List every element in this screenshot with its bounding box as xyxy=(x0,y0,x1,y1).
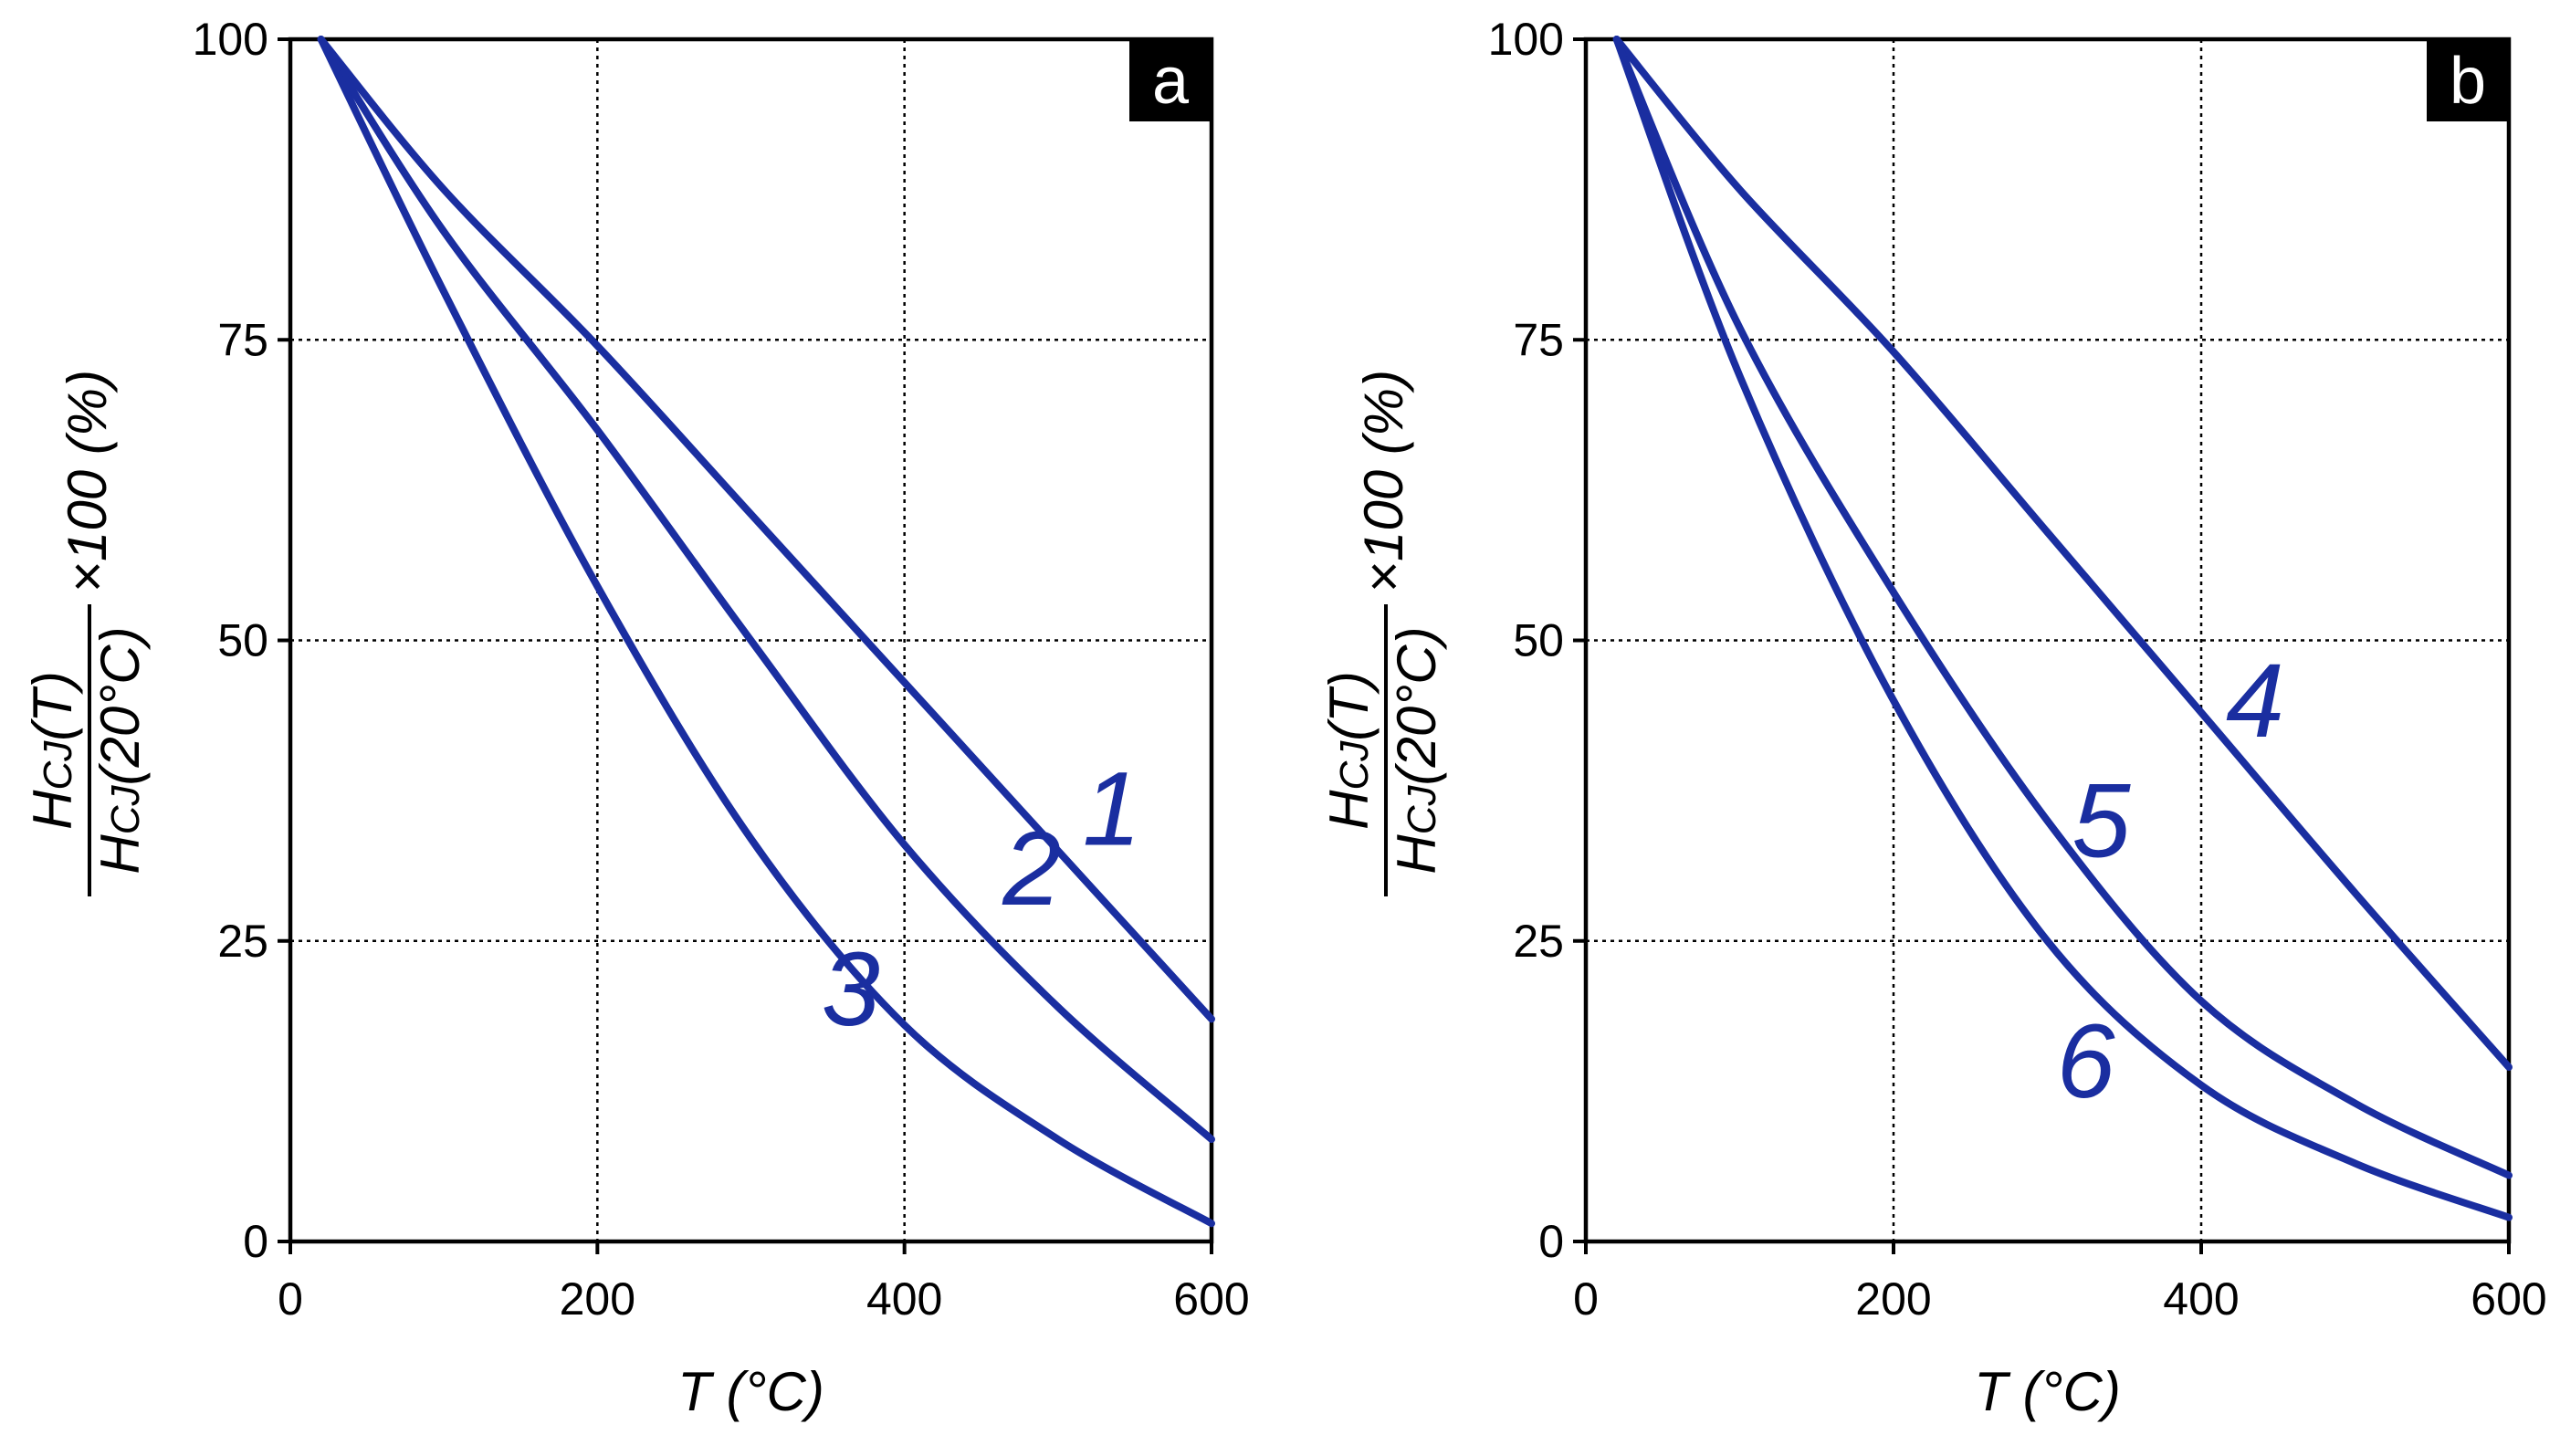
x-tick-label: 400 xyxy=(866,1273,942,1325)
series-line-1 xyxy=(317,36,1215,1023)
curve-label-2: 2 xyxy=(1002,811,1061,927)
curve-label-5: 5 xyxy=(2072,763,2131,880)
y-title-suffix: ×100 (%) xyxy=(57,370,118,593)
y-title-numerator: HCJ(T) xyxy=(1318,671,1380,830)
panel-tag-background xyxy=(1129,39,1212,121)
y-tick-label: 50 xyxy=(217,615,268,666)
series-line-4 xyxy=(1612,36,2513,1072)
y-title-num-main: H xyxy=(22,790,83,830)
y-title-den-arg: (20°C) xyxy=(89,626,151,785)
curve-label-3: 3 xyxy=(822,931,880,1048)
y-title-denominator: HCJ(20°C) xyxy=(1386,626,1447,874)
x-axis-title: T (°C) xyxy=(1974,1361,2121,1422)
y-title-denominator: HCJ(20°C) xyxy=(89,626,151,874)
y-tick-label: 25 xyxy=(1513,916,1564,967)
y-title-den-main: H xyxy=(89,834,151,875)
x-tick-label: 0 xyxy=(1573,1273,1599,1325)
panel-tag-background xyxy=(2427,39,2509,121)
y-tick-label: 100 xyxy=(193,14,268,65)
y-title-den-arg: (20°C) xyxy=(1386,626,1447,785)
x-tick-label: 200 xyxy=(560,1273,635,1325)
x-tick-label: 200 xyxy=(1855,1273,1931,1325)
y-tick-label: 50 xyxy=(1513,615,1564,666)
x-tick-label: 600 xyxy=(1173,1273,1249,1325)
series-line-6 xyxy=(1612,36,2513,1221)
series-line-2 xyxy=(317,36,1215,1144)
y-title-num-sub: CJ xyxy=(1332,740,1377,791)
y-tick-label: 0 xyxy=(1538,1216,1564,1267)
y-tick-label: 75 xyxy=(217,314,268,365)
panel-tag: b xyxy=(2450,45,2486,118)
y-title-num-arg: (T) xyxy=(22,671,83,741)
y-title-num-arg: (T) xyxy=(1318,671,1380,741)
panel-tag: a xyxy=(1152,45,1190,118)
y-tick-label: 25 xyxy=(217,916,268,967)
x-axis-title: T (°C) xyxy=(677,1361,824,1422)
y-title-den-sub: CJ xyxy=(1400,784,1444,834)
y-axis-title: HCJ(T)HCJ(20°C)×100 (%) xyxy=(1318,370,1447,896)
x-tick-label: 0 xyxy=(278,1273,303,1325)
y-title-den-main: H xyxy=(1386,834,1447,875)
x-tick-label: 600 xyxy=(2471,1273,2546,1325)
curve-label-4: 4 xyxy=(2226,643,2284,759)
y-title-den-sub: CJ xyxy=(103,784,148,834)
y-tick-label: 0 xyxy=(243,1216,268,1267)
curve-label-1: 1 xyxy=(1083,750,1141,867)
y-axis-title: HCJ(T)HCJ(20°C)×100 (%) xyxy=(22,370,151,896)
x-tick-label: 400 xyxy=(2163,1273,2239,1325)
y-title-numerator: HCJ(T) xyxy=(22,671,83,830)
y-title-suffix: ×100 (%) xyxy=(1353,370,1414,593)
series-line-3 xyxy=(317,36,1215,1228)
y-title-num-main: H xyxy=(1318,790,1380,830)
series-line-5 xyxy=(1612,36,2513,1179)
y-title-num-sub: CJ xyxy=(36,740,80,791)
y-tick-label: 100 xyxy=(1488,14,1564,65)
curve-label-6: 6 xyxy=(2057,1003,2115,1120)
y-tick-label: 75 xyxy=(1513,314,1564,365)
